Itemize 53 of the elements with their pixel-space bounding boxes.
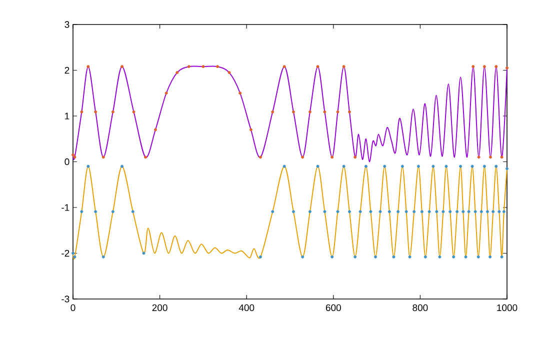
y-tick-label: 1 <box>65 112 70 120</box>
point <box>111 110 114 114</box>
point <box>258 156 262 159</box>
point <box>249 128 252 132</box>
line-series <box>72 66 508 162</box>
point <box>489 156 492 159</box>
point <box>238 92 242 95</box>
point <box>323 110 326 114</box>
x-tick-label: 200 <box>152 304 168 312</box>
y-tick-label: -3 <box>62 296 70 302</box>
point <box>120 65 124 68</box>
point <box>154 128 157 132</box>
point <box>348 110 351 114</box>
point <box>292 110 295 114</box>
point <box>132 110 136 114</box>
point <box>342 65 346 68</box>
y-tick-label: 3 <box>64 21 70 28</box>
point <box>500 156 504 159</box>
point <box>202 65 205 68</box>
y-tick-label: -2 <box>62 250 70 257</box>
point <box>271 110 274 114</box>
x-tick-label: 1000 <box>497 304 518 312</box>
y-tick-label: -1 <box>62 204 70 211</box>
point <box>330 156 334 159</box>
point <box>336 110 340 114</box>
point <box>308 110 312 114</box>
point <box>482 65 486 68</box>
point <box>301 156 304 159</box>
point <box>73 156 76 159</box>
point <box>144 156 147 159</box>
y-tick-label: 2 <box>64 66 70 74</box>
point <box>472 65 475 68</box>
point <box>176 71 179 74</box>
point <box>506 66 509 70</box>
point <box>282 65 286 68</box>
point <box>164 92 168 95</box>
point <box>477 156 480 159</box>
point <box>102 156 105 159</box>
point <box>94 110 98 114</box>
point <box>354 156 357 159</box>
x-tick-label: 0 <box>70 304 76 312</box>
x-tick-label: 600 <box>326 304 341 312</box>
point <box>494 65 498 68</box>
point <box>86 65 90 68</box>
x-tick-label: 800 <box>412 304 428 312</box>
point <box>72 153 74 156</box>
point <box>187 65 190 68</box>
y-tick-label: 0 <box>64 158 70 166</box>
point <box>316 65 320 68</box>
point <box>228 71 231 74</box>
x-tick-label: 400 <box>238 304 254 312</box>
point <box>216 65 220 68</box>
point <box>80 110 84 114</box>
